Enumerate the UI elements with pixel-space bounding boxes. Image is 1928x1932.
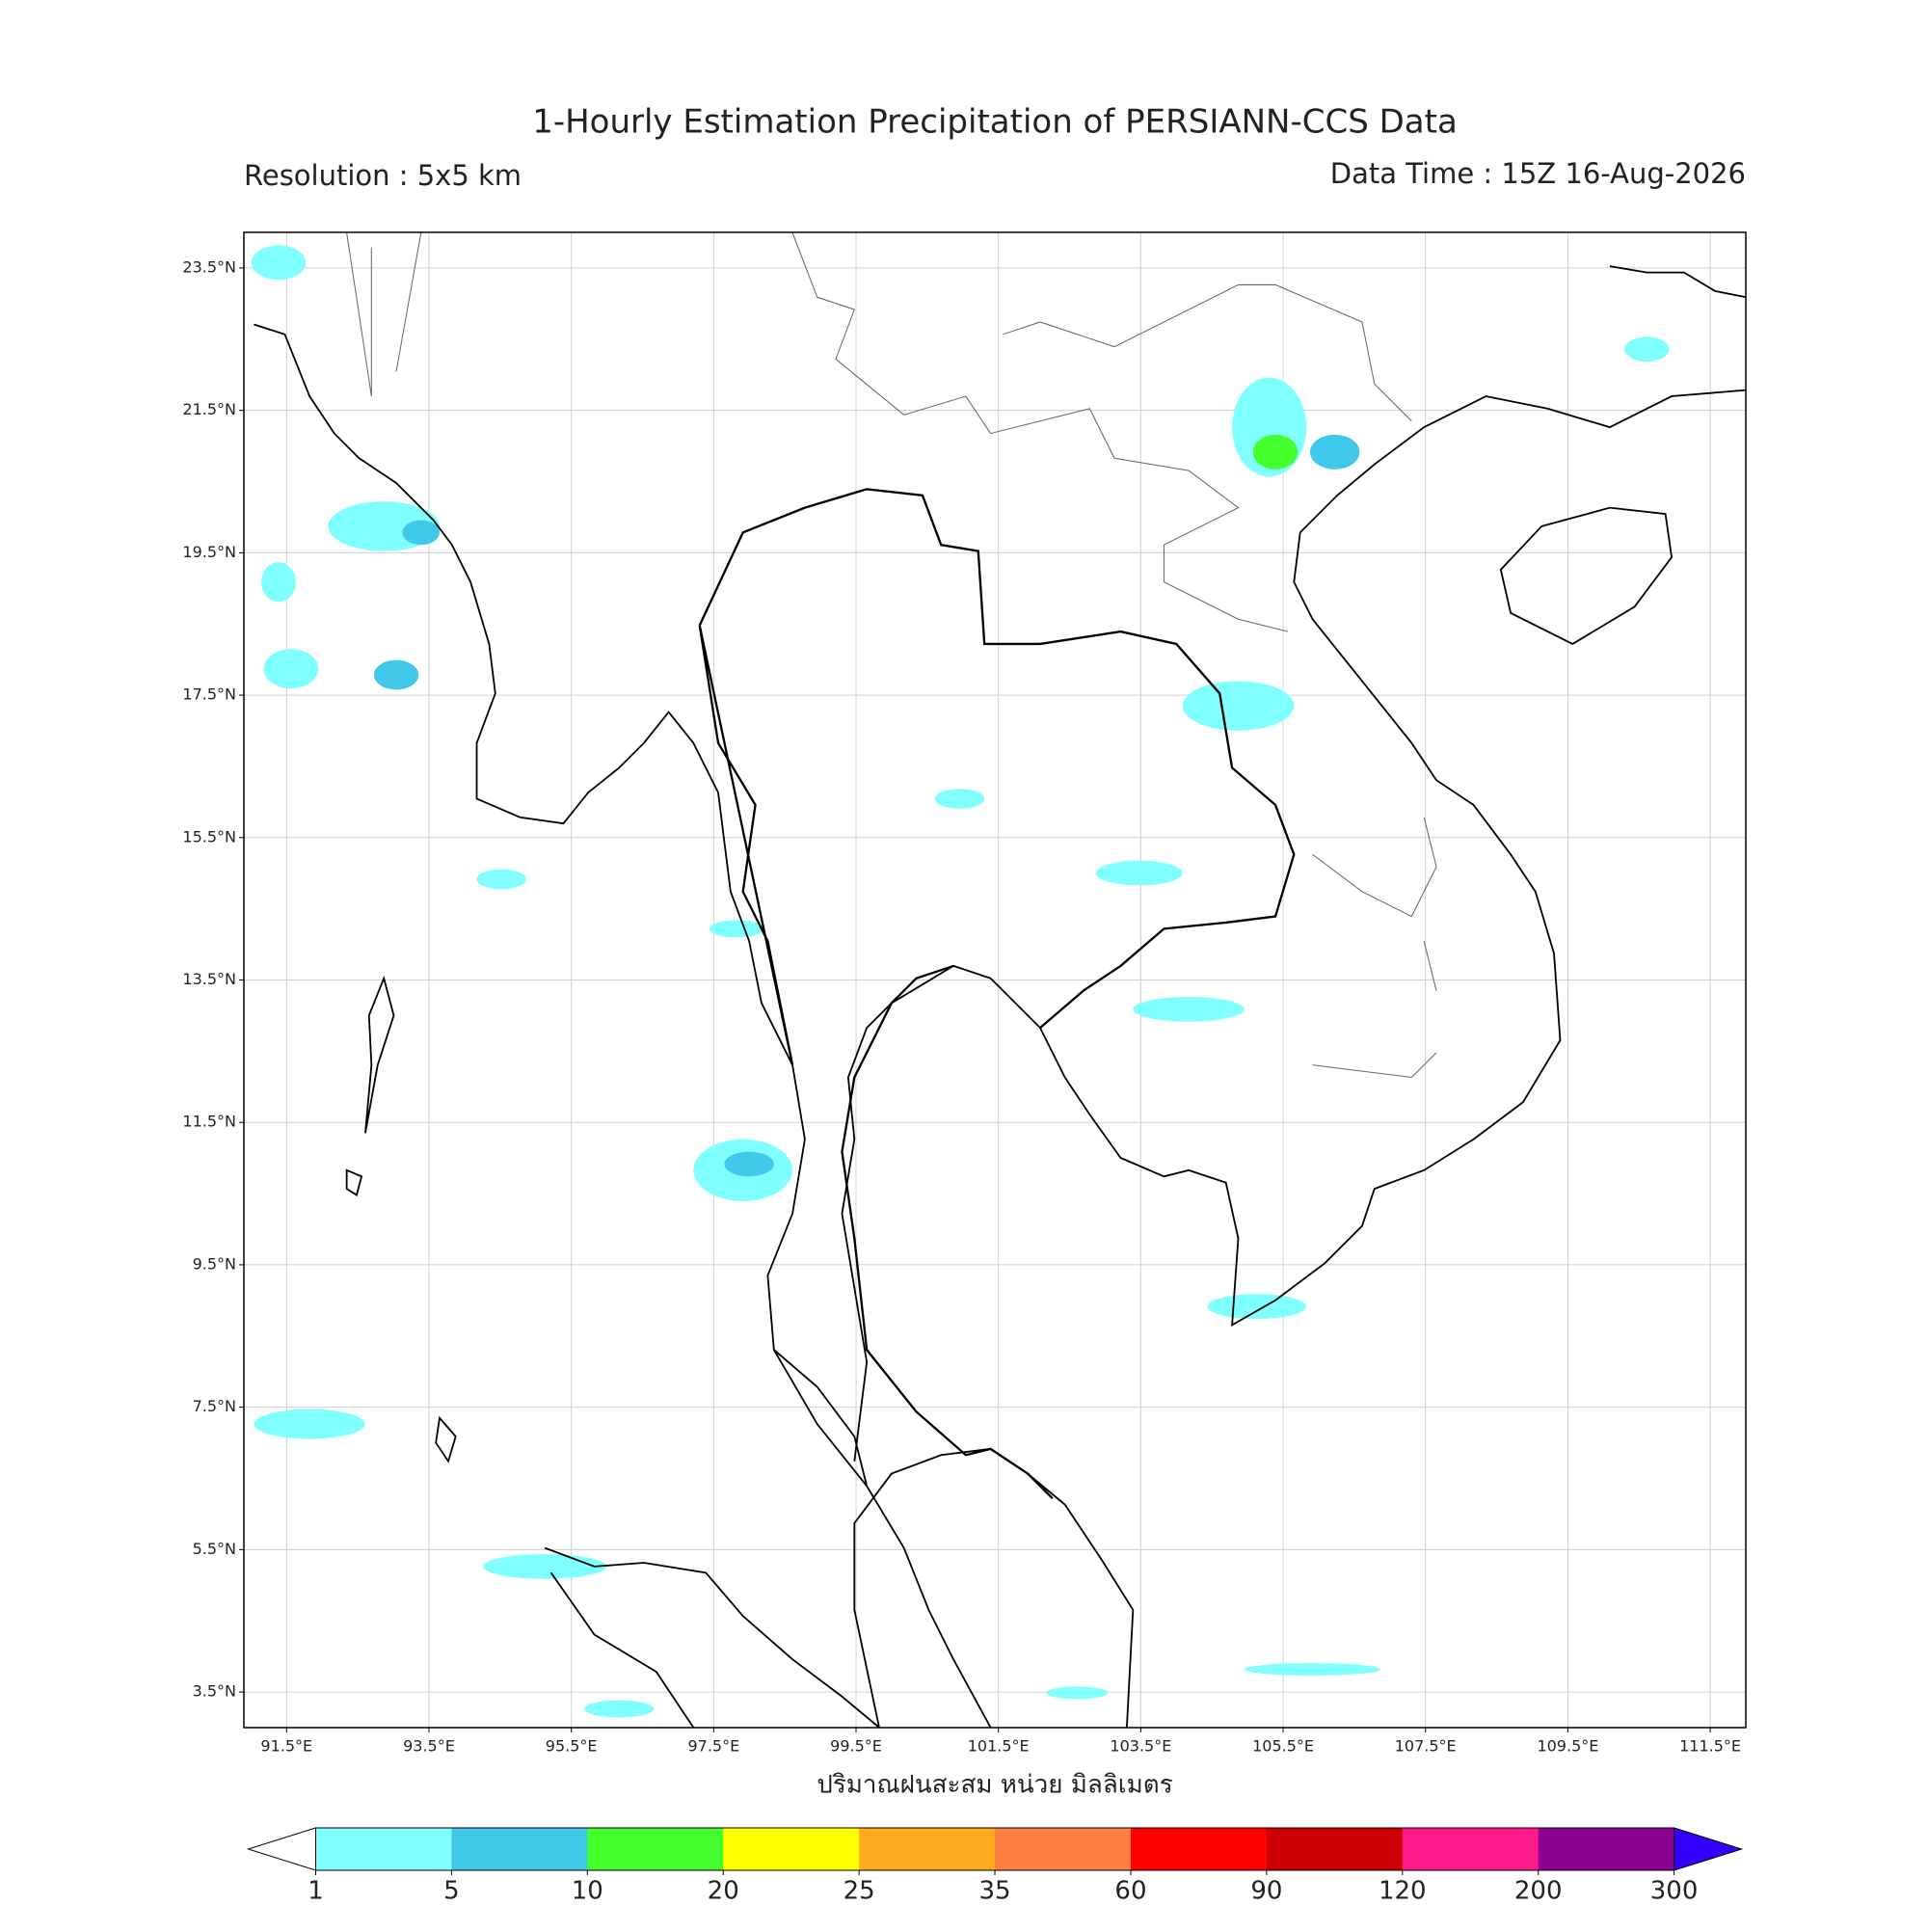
colorbar-segment [1402, 1828, 1540, 1870]
colorbar-segment [1266, 1828, 1404, 1870]
y-tick-label: 19.5°N [182, 543, 236, 561]
y-tick-label: 9.5°N [193, 1254, 236, 1273]
rain-area [710, 920, 764, 938]
colorbar-label: 90 [1250, 1877, 1282, 1906]
x-tick-label: 93.5°E [403, 1737, 455, 1756]
colorbar-segment [995, 1828, 1132, 1870]
colorbar-segment [587, 1828, 724, 1870]
rain-area [263, 649, 319, 689]
y-tick-label: 15.5°N [182, 827, 236, 845]
colorbar-label: 20 [708, 1877, 739, 1906]
rain-area [261, 562, 296, 603]
colorbar-segment [315, 1828, 452, 1870]
hainan [1499, 506, 1674, 645]
title: 1-Hourly Estimation Precipitation of PER… [532, 103, 1458, 142]
rain-area [1244, 1663, 1381, 1676]
resolution: Resolution : 5x5 km [244, 159, 522, 192]
x-tick-label: 95.5°E [546, 1737, 598, 1756]
y-tick-label: 17.5°N [182, 685, 236, 704]
x-tick-label: 109.5°E [1537, 1737, 1598, 1756]
x-tick-label: 103.5°E [1110, 1737, 1171, 1756]
colorbar-label: 1 [308, 1877, 324, 1906]
rain-area [724, 1151, 774, 1177]
colorbar-segment [859, 1828, 996, 1870]
thailand-border [698, 488, 1296, 1500]
colorbar-label: 120 [1379, 1877, 1427, 1906]
x-tick-label: 101.5°E [968, 1737, 1030, 1756]
rain-area [373, 659, 419, 690]
rain-area [1095, 860, 1183, 886]
colorbar-segment [1538, 1828, 1675, 1870]
islands [345, 265, 1747, 1463]
rain-area [1252, 434, 1299, 470]
colorbar-under [246, 1827, 316, 1871]
sumatra-coast [544, 1546, 880, 1729]
x-tick-label: 105.5°E [1252, 1737, 1314, 1756]
colorbar-label: 35 [979, 1877, 1011, 1906]
rain-area [1310, 434, 1360, 470]
rain-area [476, 869, 526, 890]
rain-area [402, 520, 440, 546]
colorbar-label: 300 [1650, 1877, 1699, 1906]
rain-areas [251, 245, 1670, 1718]
colorbar-label: 10 [572, 1877, 603, 1906]
colorbar: 1 5 10 20 25 35 60 90 120 200 300 [246, 1827, 1744, 1906]
colorbar-segment [723, 1828, 860, 1870]
colorbar-label: 60 [1114, 1877, 1146, 1906]
rain-area [1207, 1294, 1307, 1319]
x-tick-label: 111.5°E [1679, 1737, 1741, 1756]
y-tick-label: 7.5°N [193, 1397, 236, 1415]
colorbar-segment [1130, 1828, 1268, 1870]
x-axis-label: ปริมาณฝนสะสม หน่วย มิลลิเมตร [817, 1771, 1172, 1800]
rain-area [251, 245, 307, 281]
y-tick-label: 5.5°N [193, 1540, 236, 1558]
y-tick-label: 3.5°N [193, 1682, 236, 1701]
colorbar-label: 200 [1514, 1877, 1563, 1906]
graticule: 23.5°N 21.5°N 19.5°N 17.5°N 15.5°N 13.5°N 11.5… [182, 232, 1746, 1756]
y-tick-label: 11.5°N [182, 1113, 236, 1131]
rain-area [1624, 336, 1670, 362]
coastline [254, 323, 992, 1729]
colorbar-segment [451, 1828, 588, 1870]
x-tick-label: 97.5°E [687, 1737, 739, 1756]
x-tick-label: 99.5°E [830, 1737, 882, 1756]
country-borders [346, 232, 1437, 1079]
rain-area [1182, 681, 1295, 731]
rain-area [1133, 997, 1245, 1022]
x-tick-label: 107.5°E [1395, 1737, 1457, 1756]
rain-area [482, 1554, 607, 1579]
rain-area [254, 1409, 365, 1439]
colorbar-over [1674, 1827, 1744, 1871]
rain-area [584, 1700, 655, 1718]
data-time: Data Time : 15Z 16-Aug-2026 [1330, 157, 1746, 190]
map-frame [243, 231, 1747, 1729]
y-tick-label: 23.5°N [182, 257, 236, 276]
colorbar-label: 5 [443, 1877, 460, 1906]
y-tick-label: 21.5°N [182, 400, 236, 418]
y-tick-label: 13.5°N [182, 970, 236, 988]
colorbar-label: 25 [844, 1877, 875, 1906]
rain-area [1046, 1686, 1109, 1700]
map-geometry [251, 232, 1747, 1729]
x-tick-label: 91.5°E [260, 1737, 312, 1756]
coastline [773, 389, 1747, 1729]
rain-area [934, 789, 985, 809]
